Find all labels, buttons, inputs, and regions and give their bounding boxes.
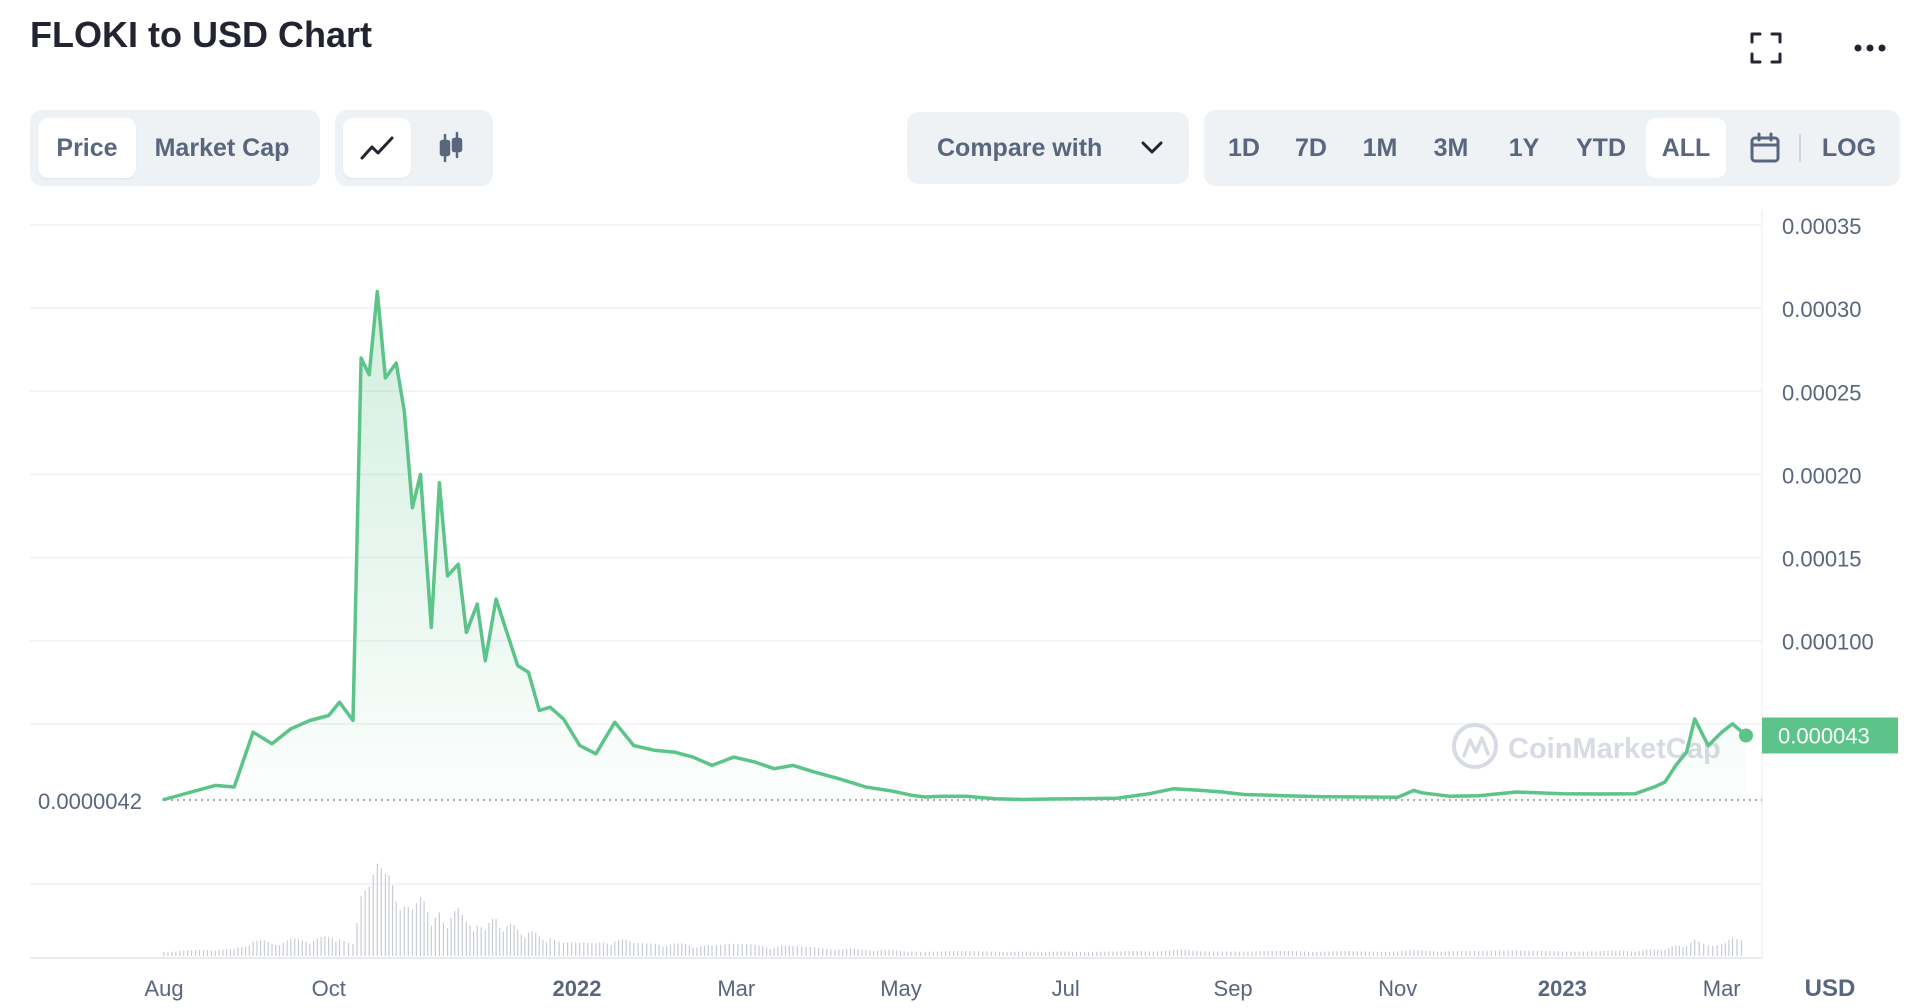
x-tick-label: Oct [312,976,346,1001]
y-tick-label: 0.00015 [1782,547,1862,572]
x-tick-label: Aug [144,976,183,1001]
compare-label: Compare with [937,133,1103,162]
x-tick-label: 2022 [553,976,602,1001]
x-tick-label: Jul [1052,976,1080,1001]
x-tick-label: May [880,976,922,1001]
price-line [162,289,1748,802]
x-tick-label: 2023 [1538,976,1587,1001]
y-tick-label: 0.00020 [1782,463,1862,488]
time-range-group: 1D 7D 1M 3M 1Y YTD ALL LOG [1204,110,1900,186]
currency-unit-label: USD [1805,975,1856,1002]
x-tick-label: Nov [1378,976,1417,1001]
y-tick-label: 0.000100 [1782,630,1874,655]
current-price-dot [1739,728,1753,743]
chevron-down-icon [1141,141,1163,154]
range-1d[interactable]: 1D [1228,133,1260,162]
x-tick-label: Mar [1703,976,1741,1001]
range-3m[interactable]: 3M [1433,133,1469,162]
line-chart-icon[interactable] [343,118,411,178]
coinmarketcap-logo-icon [1452,723,1498,769]
compare-with-dropdown[interactable]: Compare with [907,112,1189,184]
tab-market-cap[interactable]: Market Cap [154,133,290,162]
tab-price[interactable]: Price [38,118,136,178]
fullscreen-icon[interactable] [1746,28,1786,68]
range-1m[interactable]: 1M [1362,133,1398,162]
candlestick-icon[interactable] [417,118,485,178]
current-price-label: 0.000043 [1778,724,1870,749]
current-price-badge [1762,717,1898,754]
x-tick-label: Sep [1214,976,1253,1001]
chart-type-group [335,110,493,186]
range-7d[interactable]: 7D [1295,133,1327,162]
range-1y[interactable]: 1Y [1508,133,1540,162]
range-ytd[interactable]: YTD [1576,133,1626,162]
calendar-icon[interactable] [1738,118,1792,178]
metric-tab-group: Price Market Cap [30,110,320,186]
more-options-icon[interactable] [1850,28,1890,68]
price-area [164,291,1746,800]
y-tick-label: 0.00035 [1782,214,1862,239]
range-all[interactable]: ALL [1646,118,1726,178]
y-tick-label: 0.00030 [1782,297,1862,322]
coinmarketcap-logo-mark [1462,736,1490,758]
range-divider [1799,134,1801,162]
y-tick-label: 0.00025 [1782,380,1862,405]
page-title: FLOKI to USD Chart [30,14,372,55]
log-scale-toggle[interactable]: LOG [1821,133,1877,162]
min-price-label: 0.0000042 [38,789,142,814]
x-tick-label: Mar [717,976,755,1001]
